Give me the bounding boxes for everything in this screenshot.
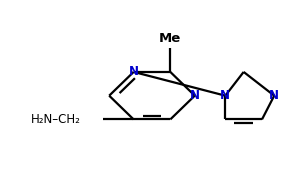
Text: N: N: [220, 89, 230, 102]
Text: H₂N–CH₂: H₂N–CH₂: [31, 113, 81, 126]
Text: N: N: [190, 89, 200, 102]
Text: N: N: [269, 89, 279, 102]
Text: Me: Me: [159, 31, 181, 44]
Text: N: N: [129, 65, 139, 78]
